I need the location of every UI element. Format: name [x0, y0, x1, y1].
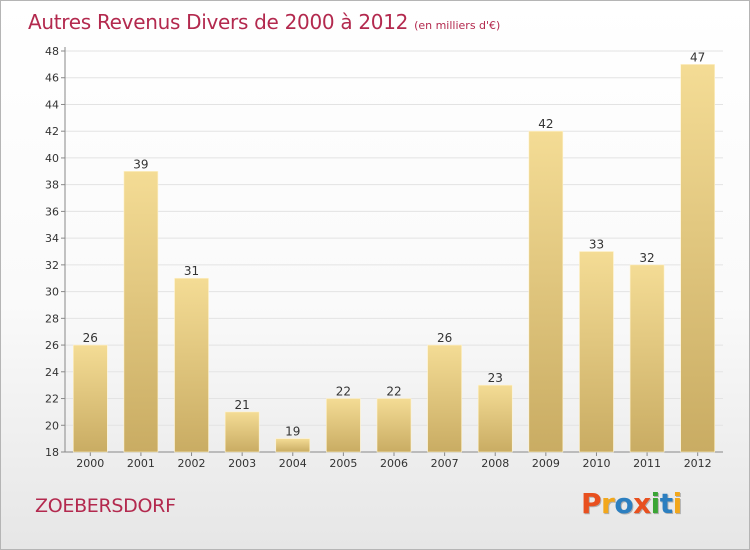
x-tick-label-2004: 2004	[279, 457, 307, 470]
bars	[73, 64, 715, 453]
y-tick-label: 38	[45, 179, 59, 192]
y-tick-label: 34	[45, 232, 59, 245]
logo-letter: o	[614, 487, 634, 520]
logo-letter: P	[581, 487, 602, 520]
y-tick-label: 40	[45, 152, 59, 165]
data-label-2007: 26	[437, 331, 452, 345]
y-tick-label: 20	[45, 419, 59, 432]
logo-letter: x	[633, 487, 651, 520]
y-tick-label: 46	[45, 72, 59, 85]
bar-2001	[123, 171, 159, 453]
bar-2010	[579, 251, 614, 453]
bar-2008	[477, 384, 513, 453]
x-tick-label-2006: 2006	[380, 457, 408, 470]
bar-2011	[629, 264, 665, 453]
y-tick-label: 30	[45, 286, 59, 299]
y-tick-label: 26	[45, 339, 59, 352]
data-label-2006: 22	[386, 385, 401, 399]
y-tick-label: 32	[45, 259, 59, 272]
chart-unit: (en milliers d'€)	[414, 19, 501, 32]
bar-2007	[427, 344, 462, 453]
y-tick-label: 42	[45, 125, 59, 138]
proxiti-logo: Proxiti	[581, 487, 682, 520]
data-label-2009: 42	[538, 117, 553, 131]
data-label-2012: 47	[690, 50, 705, 64]
chart-title-text: Autres Revenus Divers de 2000 à 2012	[28, 10, 409, 34]
y-tick-label: 44	[45, 98, 59, 111]
x-tick-label-2007: 2007	[431, 457, 459, 470]
place-name: ZOEBERSDORF	[35, 495, 176, 517]
x-tick-label-2010: 2010	[582, 457, 610, 470]
y-tick-label: 36	[45, 205, 59, 218]
data-label-2011: 32	[639, 251, 654, 265]
bar-2006	[376, 398, 412, 453]
data-label-2010: 33	[589, 238, 604, 252]
y-tick-label: 18	[45, 446, 59, 459]
x-tick-label-2001: 2001	[127, 457, 155, 470]
x-tick-label-2002: 2002	[178, 457, 206, 470]
data-label-2008: 23	[488, 371, 503, 385]
data-label-2002: 31	[184, 264, 199, 278]
bar-2003	[224, 411, 260, 453]
data-label-2000: 26	[83, 331, 98, 345]
bar-chart: 18 20 22 24 26 28 30 32 34 36 38 40 42 44 46 48 26 2000 39…	[45, 45, 723, 470]
x-tick-label-2011: 2011	[633, 457, 661, 470]
x-tick-label-2005: 2005	[329, 457, 357, 470]
chart-title: Autres Revenus Divers de 2000 à 2012 (en …	[28, 10, 500, 34]
logo-letter: r	[601, 487, 615, 520]
y-tick-label: 28	[45, 312, 59, 325]
x-tick-label-2008: 2008	[481, 457, 509, 470]
logo-letter: i	[650, 487, 661, 520]
logo-letter: i	[672, 487, 683, 520]
bar-2000	[73, 344, 108, 453]
data-label-2001: 39	[133, 157, 148, 171]
bar-2002	[174, 277, 209, 453]
grid-lines	[65, 50, 723, 426]
x-tick-label-2012: 2012	[684, 457, 712, 470]
data-label-2005: 22	[336, 385, 351, 399]
x-tick-label-2000: 2000	[76, 457, 104, 470]
data-label-2003: 21	[235, 398, 250, 412]
y-tick-label: 22	[45, 393, 59, 406]
bar-2012	[680, 64, 715, 453]
y-tick-label: 48	[45, 45, 59, 58]
data-label-2004: 19	[285, 425, 300, 439]
logo-letter: t	[659, 487, 673, 520]
bar-2004	[275, 438, 311, 453]
bar-2009	[528, 130, 564, 453]
labels: 18 20 22 24 26 28 30 32 34 36 38 40 42 44 46 48 26 2000 39…	[45, 45, 712, 470]
x-tick-label-2009: 2009	[532, 457, 560, 470]
y-tick-label: 24	[45, 366, 59, 379]
bar-2005	[326, 398, 361, 453]
x-tick-label-2003: 2003	[228, 457, 256, 470]
